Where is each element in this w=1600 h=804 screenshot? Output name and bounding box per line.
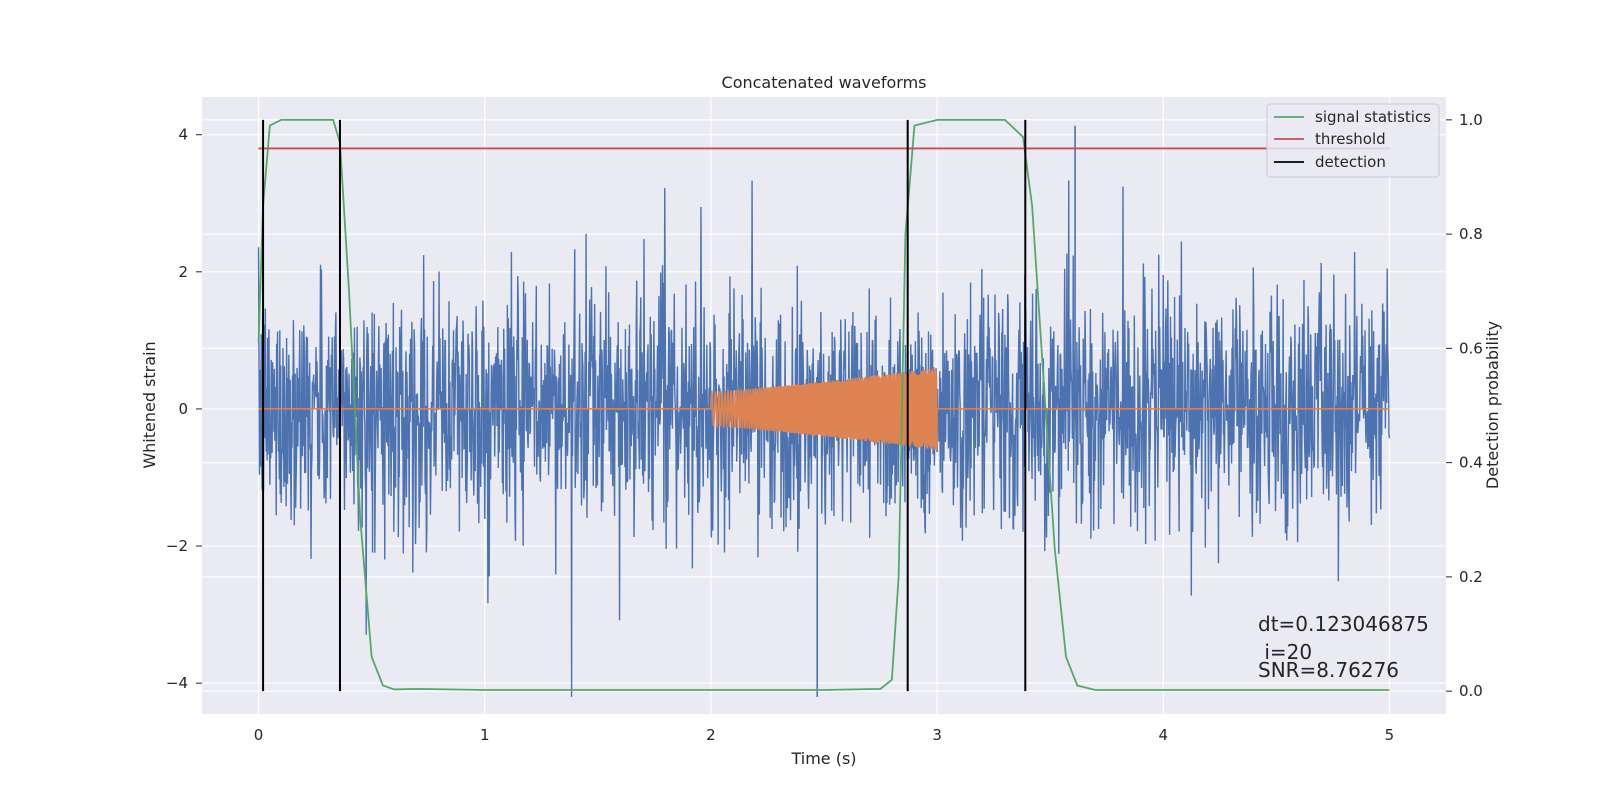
y2-tick-label: 0.4 (1459, 454, 1483, 472)
legend-label-detection: detection (1315, 153, 1386, 171)
x-tick-label: 1 (480, 726, 490, 744)
annotation-dt: dt=0.123046875 (1258, 612, 1429, 636)
x-tick-label: 0 (254, 726, 264, 744)
legend-label-threshold: threshold (1315, 130, 1386, 148)
x-tick-label: 2 (706, 726, 716, 744)
y-tick-label: 4 (178, 126, 188, 144)
y-axis-label: Whitened strain (140, 341, 159, 468)
legend: signal statistics threshold detection (1266, 103, 1440, 178)
legend-box (1266, 103, 1440, 178)
plot-lines (257, 118, 1391, 697)
grid (202, 97, 1446, 714)
annotation-snr: SNR=8.76276 (1258, 658, 1399, 682)
y2-tick-label: 0.0 (1459, 682, 1483, 700)
y-tick-label: 2 (178, 263, 188, 281)
y2-axis-label: Detection probability (1483, 321, 1502, 489)
y-tick-label: −2 (166, 537, 188, 555)
x-axis-label: Time (s) (790, 749, 856, 768)
y-tick-label: −4 (166, 674, 188, 692)
y2-tick-label: 1.0 (1459, 111, 1483, 129)
y-tick-label: 0 (178, 400, 188, 418)
series-waveform (710, 368, 938, 450)
y2-tick-label: 0.6 (1459, 339, 1483, 357)
axis-ticks: 0 1 2 3 4 5 4 2 0 −2 −4 1.0 0.8 0.6 0.4 0.2 0.0 (166, 111, 1483, 744)
series-strain (257, 180, 1391, 697)
series-signal-statistics (257, 118, 1390, 691)
annotation-index: i=20 (1258, 640, 1312, 664)
legend-label-signal-statistics: signal statistics (1315, 108, 1431, 126)
x-tick-label: 4 (1158, 726, 1168, 744)
y2-tick-label: 0.8 (1459, 225, 1483, 243)
y2-tick-label: 0.2 (1459, 568, 1483, 586)
x-tick-label: 5 (1385, 726, 1395, 744)
chart-title: Concatenated waveforms (722, 73, 927, 92)
x-tick-label: 3 (932, 726, 942, 744)
